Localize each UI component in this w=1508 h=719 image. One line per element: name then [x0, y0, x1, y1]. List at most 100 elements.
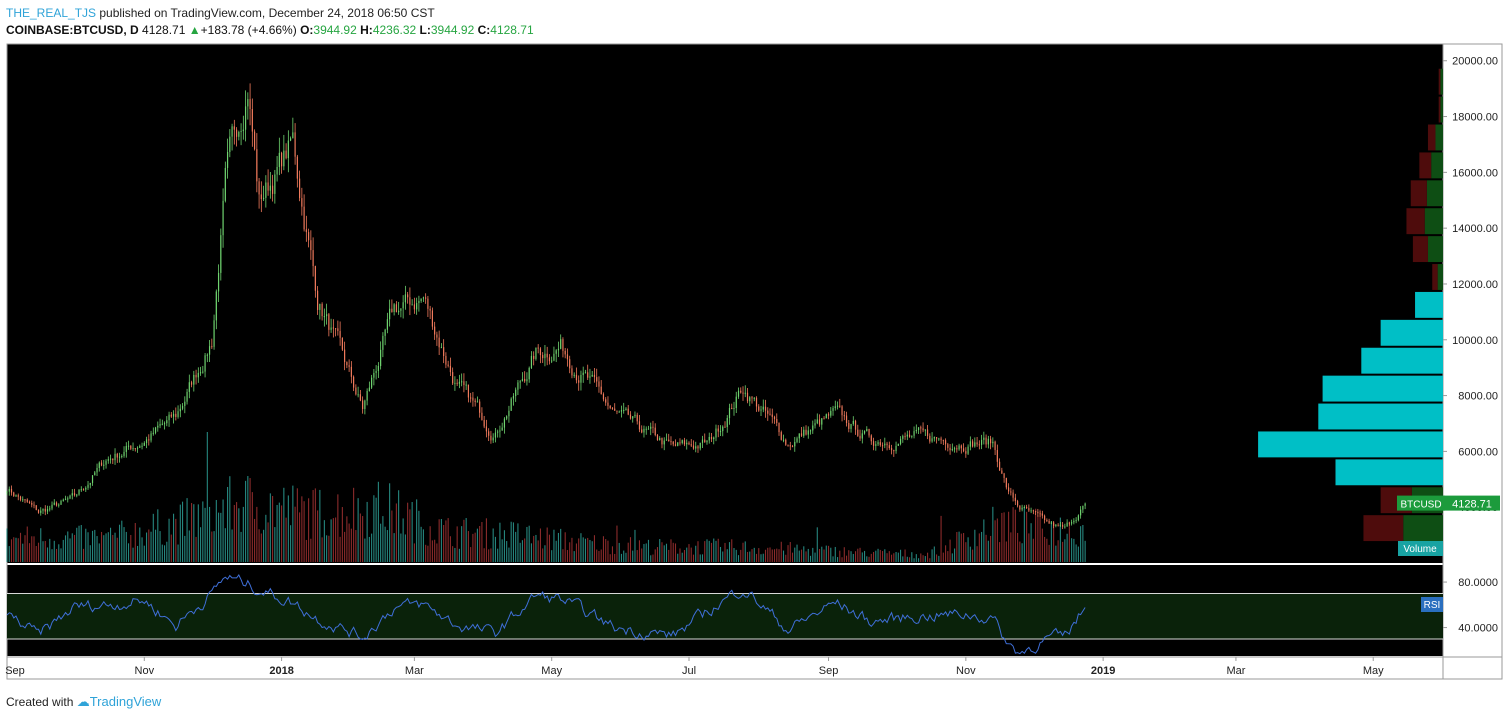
volume-bar	[452, 546, 454, 562]
time-tick-label: 2018	[269, 665, 293, 677]
candle-body	[28, 501, 31, 503]
volume-bar	[825, 545, 827, 562]
candle-body	[1003, 473, 1005, 478]
volume-bar	[512, 522, 514, 562]
volume-bar	[8, 546, 10, 562]
candle-body	[717, 428, 719, 432]
volume-bar	[1066, 533, 1068, 562]
candle-body	[710, 436, 713, 440]
volume-bar	[130, 534, 132, 562]
candle-body	[319, 303, 321, 310]
volume-bar	[1073, 538, 1075, 562]
volume-profile-up	[1437, 264, 1443, 290]
candle-body	[980, 439, 983, 445]
candle-body	[836, 405, 839, 407]
volume-bar	[254, 518, 256, 562]
volume-bar	[400, 533, 402, 562]
candle-body	[641, 429, 643, 433]
volume-bar	[679, 548, 681, 562]
volume-bar	[150, 531, 152, 562]
volume-bar	[895, 551, 897, 562]
candle-body	[409, 297, 411, 305]
candle-body	[906, 434, 908, 437]
volume-profile-down	[1363, 515, 1404, 542]
candle-body	[989, 438, 992, 444]
volume-bar	[827, 545, 830, 562]
tradingview-brand[interactable]: TradingView	[89, 694, 162, 709]
candle-body	[800, 433, 803, 436]
candle-body	[668, 439, 670, 442]
candle-body	[276, 166, 278, 175]
volume-profile-bar	[1380, 319, 1443, 346]
tradingview-logo-icon[interactable]: ☁	[76, 694, 90, 709]
candle-body	[262, 197, 265, 200]
volume-bar	[116, 537, 118, 562]
candle-body	[229, 136, 231, 152]
volume-bar	[373, 495, 375, 562]
volume-bar	[238, 508, 240, 562]
candle-body	[64, 498, 67, 500]
candle-body	[26, 499, 28, 502]
candle-body	[1026, 506, 1028, 509]
volume-bar	[249, 478, 251, 562]
volume-bar	[812, 547, 814, 562]
volume-bar	[672, 542, 674, 562]
candle-body	[812, 425, 814, 431]
volume-bar	[1044, 536, 1046, 562]
volume-bar	[168, 518, 170, 562]
candle-body	[1057, 524, 1059, 526]
candle-body	[713, 437, 715, 440]
candle-body	[566, 354, 569, 360]
volume-bar	[344, 531, 346, 562]
volume-bar	[1028, 533, 1030, 562]
volume-bar	[330, 519, 332, 562]
candle-body	[161, 423, 163, 425]
candle-body	[235, 129, 238, 137]
volume-bar	[461, 526, 463, 562]
candle-body	[373, 372, 375, 378]
candle-body	[136, 447, 139, 449]
candle-body	[249, 99, 251, 109]
candle-body	[902, 436, 904, 439]
volume-bar	[308, 498, 310, 562]
candle-body	[598, 381, 600, 387]
candle-body	[193, 374, 195, 385]
volume-bar	[629, 537, 632, 562]
candle-body	[782, 439, 785, 441]
candle-body	[1084, 503, 1086, 506]
candle-body	[443, 347, 445, 356]
candle-body	[708, 436, 710, 441]
volume-bar	[740, 549, 742, 562]
candle-body	[497, 431, 499, 433]
time-tick-label: May	[1363, 665, 1384, 677]
volume-bar	[260, 533, 262, 562]
volume-bar	[728, 542, 731, 562]
volume-bar	[609, 554, 611, 562]
candle-body	[742, 392, 744, 394]
author-name[interactable]: THE_REAL_TJS	[6, 6, 97, 20]
volume-bar	[978, 533, 980, 562]
candle-body	[785, 439, 787, 445]
volume-bar	[78, 525, 80, 562]
candle-body	[103, 464, 105, 466]
candle-body	[42, 508, 44, 511]
candle-body	[89, 482, 91, 485]
volume-bar	[1032, 538, 1034, 562]
volume-bar	[87, 532, 89, 562]
candle-body	[931, 438, 933, 442]
candle-body	[715, 428, 717, 438]
candle-body	[974, 442, 976, 447]
close-value: 4128.71	[490, 23, 534, 37]
volume-bar	[497, 548, 499, 562]
candle-body	[956, 448, 958, 450]
volume-bar	[683, 550, 686, 562]
volume-bar	[123, 527, 125, 562]
volume-bar	[785, 554, 787, 562]
candle-body	[425, 297, 427, 299]
candle-body	[528, 367, 530, 380]
chart-frame	[6, 43, 1503, 680]
volume-bar	[195, 536, 197, 562]
candle-body	[625, 408, 627, 411]
candle-body	[879, 442, 881, 446]
